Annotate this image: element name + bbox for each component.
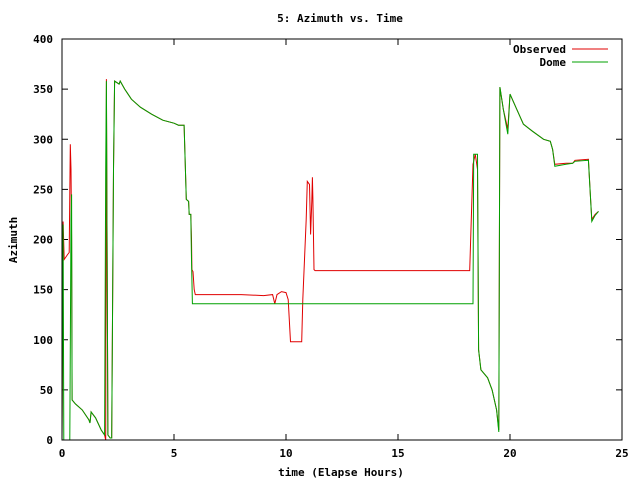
y-axis-label: Azimuth xyxy=(7,217,20,263)
y-tick-label: 100 xyxy=(33,334,53,347)
y-tick-label: 50 xyxy=(40,384,53,397)
y-tick-label: 250 xyxy=(33,183,53,196)
legend-label-dome: Dome xyxy=(540,56,567,69)
y-tick-label: 0 xyxy=(46,434,53,447)
y-tick-label: 400 xyxy=(33,33,53,46)
x-tick-label: 5 xyxy=(171,447,178,460)
x-tick-label: 25 xyxy=(615,447,628,460)
x-tick-label: 20 xyxy=(503,447,516,460)
legend-label-observed: Observed xyxy=(513,43,566,56)
series-layer xyxy=(61,79,599,441)
y-tick-label: 350 xyxy=(33,83,53,96)
series-line-dome xyxy=(61,79,599,441)
chart-title: 5: Azimuth vs. Time xyxy=(277,12,403,25)
x-tick-label: 10 xyxy=(279,447,292,460)
plot-frame xyxy=(61,38,623,441)
y-tick-label: 200 xyxy=(33,234,53,247)
x-tick-label: 15 xyxy=(391,447,404,460)
y-tick-label: 300 xyxy=(33,133,53,146)
y-tick-label: 150 xyxy=(33,284,53,297)
x-tick-label: 0 xyxy=(59,447,66,460)
x-axis-label: time (Elapse Hours) xyxy=(278,466,404,479)
